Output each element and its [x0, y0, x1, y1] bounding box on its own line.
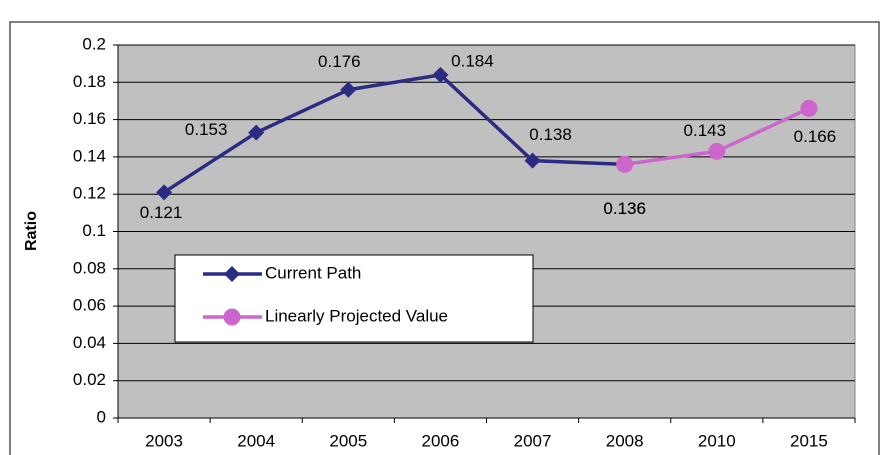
x-tick-label: 2010 [698, 431, 736, 450]
marker [524, 152, 541, 169]
marker [800, 99, 818, 117]
data-label: 0.143 [684, 121, 727, 140]
data-label: 0.136 [603, 199, 646, 218]
x-tick-label: 2004 [237, 431, 275, 450]
y-tick-label: 0.08 [73, 258, 106, 277]
series-line [163, 72, 625, 194]
marker [340, 81, 357, 98]
data-label: 0.166 [794, 127, 837, 146]
y-tick-label: 0 [97, 407, 106, 426]
legend-label: Current Path [265, 263, 361, 282]
legend-label: Linearly Projected Value [265, 306, 448, 325]
y-tick-label: 0.2 [82, 34, 106, 53]
legend-marker [223, 308, 241, 326]
data-label: 0.136 [603, 199, 646, 218]
y-tick-label: 0.12 [73, 184, 106, 203]
marker [432, 66, 449, 83]
x-tick-label: 2015 [790, 431, 828, 450]
marker [156, 184, 173, 201]
y-tick-label: 0.16 [73, 109, 106, 128]
y-tick-label: 0.14 [73, 146, 106, 165]
y-tick-label: 0.04 [73, 333, 106, 352]
y-tick-label: 0.06 [73, 296, 106, 315]
data-label: 0.153 [185, 120, 228, 139]
marker [248, 124, 265, 141]
y-tick-label: 0.02 [73, 370, 106, 389]
y-axis-label: Ratio [23, 211, 40, 251]
data-label: 0.138 [529, 125, 572, 144]
x-tick-label: 2005 [329, 431, 367, 450]
data-label: 0.176 [318, 52, 361, 71]
marker [708, 142, 726, 160]
x-tick-label: 2006 [422, 431, 460, 450]
y-tick-label: 0.18 [73, 72, 106, 91]
x-tick-label: 2007 [514, 431, 552, 450]
legend-marker [224, 266, 240, 282]
x-tick-label: 2003 [145, 431, 183, 450]
data-label: 0.184 [451, 51, 494, 70]
y-tick-label: 0.1 [82, 221, 106, 240]
x-tick-label: 2008 [606, 431, 644, 450]
data-label: 0.121 [140, 203, 183, 222]
marker [616, 155, 634, 173]
